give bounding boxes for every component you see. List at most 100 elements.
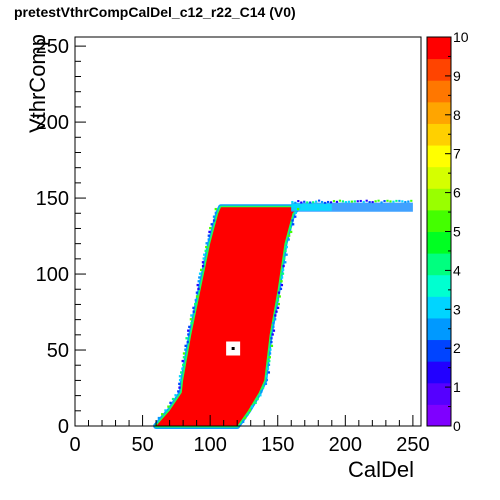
fringe-bin bbox=[281, 272, 285, 275]
fringe-bin bbox=[273, 318, 277, 321]
fringe-bin bbox=[178, 378, 182, 382]
color-scale-label: 8 bbox=[453, 107, 461, 123]
fringe-bin bbox=[248, 409, 252, 412]
fringe-bin bbox=[404, 200, 407, 203]
color-scale-band bbox=[427, 296, 451, 319]
fringe-bin bbox=[392, 200, 395, 203]
axes: 0 50 100 150 200 250050100150200250CalDelVthr… bbox=[25, 34, 430, 482]
fringe-bin bbox=[281, 268, 285, 272]
fringe-bin bbox=[280, 280, 283, 283]
fringe-bin bbox=[329, 201, 333, 204]
fringe-bin bbox=[181, 367, 184, 370]
fringe-bin bbox=[205, 242, 208, 245]
fringe-bin bbox=[275, 310, 278, 313]
fringe-bin bbox=[287, 238, 290, 241]
fringe-bin bbox=[309, 201, 312, 204]
fringe-bin bbox=[294, 215, 297, 218]
fringe-bin bbox=[289, 226, 292, 230]
fringe-bins bbox=[155, 199, 413, 423]
color-scale-label: 7 bbox=[453, 146, 461, 162]
color-scale-band bbox=[427, 274, 451, 297]
fringe-bin bbox=[380, 201, 383, 204]
fringe-bin bbox=[169, 401, 172, 404]
fringe-bin bbox=[157, 416, 161, 420]
color-scale-band bbox=[427, 101, 451, 124]
color-scale-band bbox=[427, 317, 451, 341]
x-axis-label: CalDel bbox=[348, 457, 414, 482]
fringe-bin bbox=[320, 200, 324, 203]
fringe-bin bbox=[401, 200, 404, 203]
fringe-bin bbox=[365, 199, 368, 202]
fringe-bin bbox=[294, 211, 297, 215]
fringe-bin bbox=[242, 420, 245, 423]
fringe-bin bbox=[155, 420, 159, 423]
fringe-bin bbox=[326, 200, 330, 203]
fringe-bin bbox=[190, 314, 193, 317]
fringe-bin bbox=[181, 359, 184, 363]
color-scale-label: 0 bbox=[453, 418, 461, 434]
fringe-bin bbox=[285, 245, 288, 249]
color-scale-band bbox=[427, 188, 451, 211]
fringe-bin bbox=[197, 280, 200, 283]
fringe-bin bbox=[350, 200, 353, 203]
color-scale-band bbox=[427, 361, 451, 384]
fringe-bin bbox=[315, 200, 318, 203]
plot-frame bbox=[74, 36, 422, 427]
fringe-bin bbox=[190, 321, 193, 325]
fringe-bin bbox=[383, 200, 386, 203]
fringe-bin bbox=[272, 329, 276, 332]
color-scale-band bbox=[427, 37, 451, 60]
x-tick-label: 200 bbox=[329, 434, 362, 456]
fringe-bin bbox=[283, 257, 286, 260]
fringe-bin bbox=[362, 200, 365, 203]
fringe-bin bbox=[386, 199, 389, 202]
fringe-bin bbox=[267, 363, 271, 366]
fringe-bin bbox=[201, 261, 205, 264]
color-scale-band bbox=[427, 123, 451, 146]
fringe-bin bbox=[303, 200, 306, 203]
fringe-bin bbox=[209, 226, 212, 230]
fringe-bin bbox=[207, 234, 210, 237]
y-tick-label: 50 bbox=[47, 340, 69, 362]
x-tick-label: 100 bbox=[193, 434, 226, 456]
fringe-bin bbox=[194, 302, 197, 306]
fringe-bin bbox=[284, 249, 287, 253]
fringe-bin bbox=[210, 223, 213, 226]
fringe-bin bbox=[267, 371, 271, 374]
fringe-bin bbox=[285, 242, 288, 245]
color-scale-label: 1 bbox=[453, 379, 461, 395]
chart-title: pretestVthrCompCalDel_c12_r22_C14 (V0) bbox=[14, 4, 296, 20]
fringe-bin bbox=[289, 230, 293, 234]
fringe-bin bbox=[265, 378, 269, 382]
fringe-bin bbox=[182, 363, 185, 366]
fringe-bin bbox=[268, 359, 271, 363]
fringe-bin bbox=[272, 321, 275, 325]
fringe-bin bbox=[195, 291, 199, 294]
color-scale-label: 5 bbox=[453, 224, 461, 240]
fringe-bin bbox=[268, 352, 272, 355]
color-scale-band bbox=[427, 166, 451, 189]
fringe-bin bbox=[356, 200, 359, 203]
fringe-bin bbox=[398, 199, 401, 202]
fringe-bin bbox=[279, 287, 283, 291]
fringe-bin bbox=[185, 337, 188, 340]
fringe-bin bbox=[182, 352, 186, 355]
color-scale-label: 9 bbox=[453, 68, 461, 84]
color-scale-label: 3 bbox=[453, 301, 461, 317]
fringe-bin bbox=[371, 201, 374, 204]
y-tick-label: 200 bbox=[36, 112, 69, 134]
y-tick-label: 150 bbox=[36, 188, 69, 210]
fringe-bin bbox=[312, 201, 315, 204]
fringe-bin bbox=[212, 219, 216, 222]
fringe-bin bbox=[291, 219, 294, 222]
fringe-bin bbox=[195, 295, 199, 298]
fringe-bin bbox=[276, 299, 280, 302]
fringe-bin bbox=[285, 253, 288, 256]
fringe-bin bbox=[270, 337, 273, 340]
fringe-bin bbox=[194, 299, 197, 302]
fringe-bin bbox=[246, 413, 249, 416]
fringe-bin bbox=[306, 201, 309, 204]
fringe-bin bbox=[198, 272, 202, 275]
fringe-bin bbox=[214, 211, 217, 215]
